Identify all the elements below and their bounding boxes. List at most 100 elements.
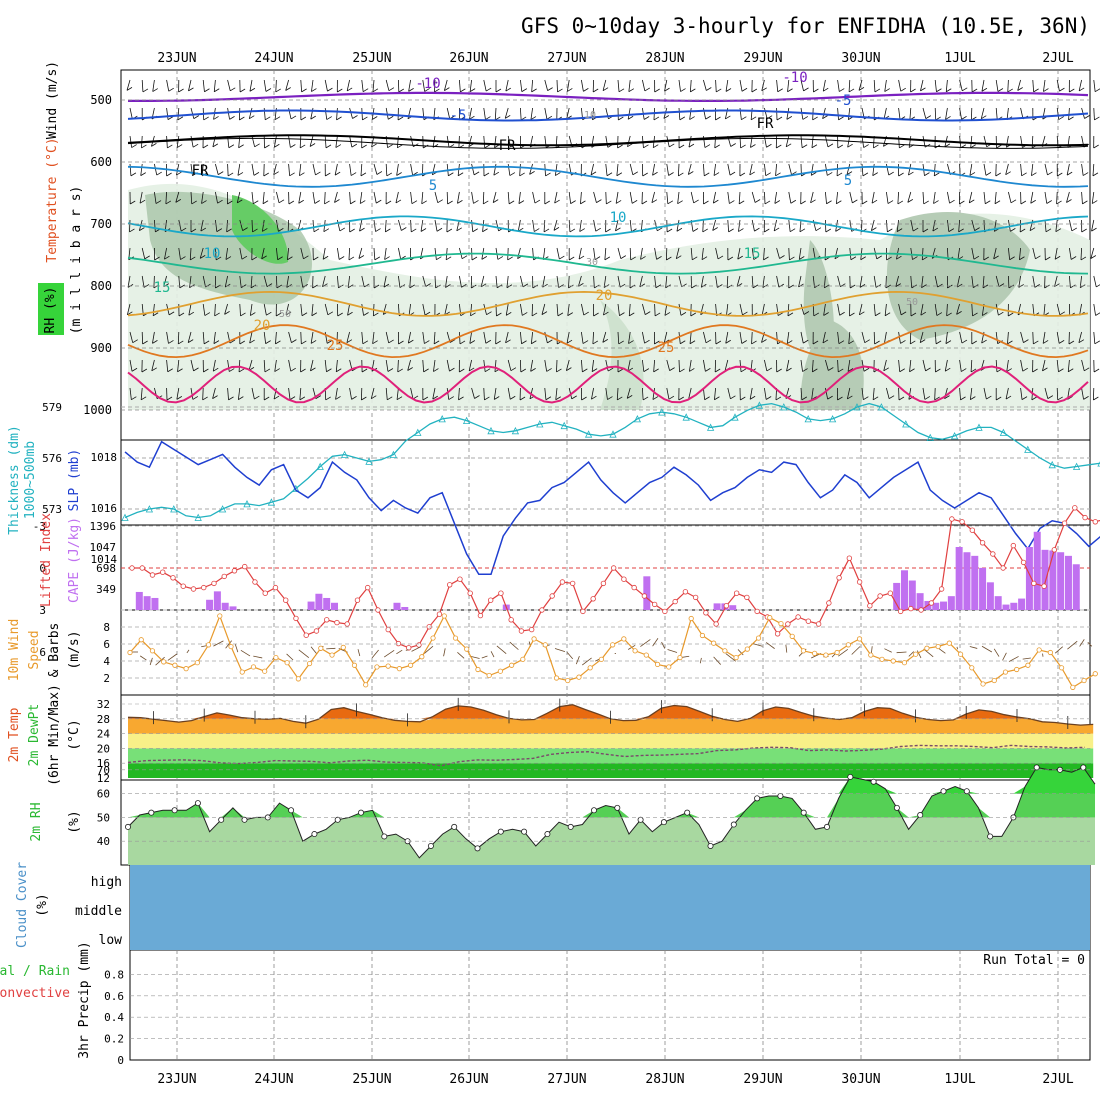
wind-barb: [361, 164, 362, 176]
rh-marker: [358, 810, 363, 815]
wind-barb-flag: [484, 173, 489, 176]
wind-barb: [655, 220, 658, 231]
wind-barb-flag: [157, 172, 162, 175]
lifted-index-marker: [775, 632, 780, 637]
wind-barb-flag: [299, 173, 304, 176]
cloud-level-label: middle: [75, 904, 122, 919]
temp-band: [128, 763, 1093, 778]
wind-barb: [934, 192, 936, 204]
wind-speed-marker: [768, 615, 772, 619]
lifted-index-marker: [786, 622, 791, 627]
lifted-index-marker: [150, 573, 155, 578]
wind-barb: [325, 136, 326, 148]
wind-barb-flag: [289, 201, 294, 204]
wind-barb: [398, 220, 401, 230]
wind-barb: [374, 220, 376, 232]
cape-bar: [151, 598, 158, 610]
wind-barb-flag: [934, 173, 939, 176]
wind-barb: [520, 108, 521, 120]
wind-barb-flag: [388, 116, 393, 119]
date-label-bottom: 29JUN: [743, 1072, 782, 1087]
wind-barb: [276, 192, 279, 203]
wind-speed-marker: [869, 653, 873, 657]
wind-speed-marker: [554, 676, 558, 680]
wind-speed-marker: [566, 678, 570, 682]
lifted-index-marker: [898, 609, 903, 614]
lifted-index-marker: [376, 608, 381, 613]
wind-barb: [703, 164, 704, 176]
wind-barb: [984, 164, 986, 175]
wind-barb-flag: [203, 145, 208, 148]
wind-barb: [569, 192, 570, 204]
wind-barb: [555, 648, 565, 651]
wind-barb: [984, 192, 985, 204]
wind-barb-flag: [827, 172, 832, 175]
wind-barb-flag: [653, 145, 658, 148]
wind-barb-flag: [899, 173, 904, 176]
wind-barb: [253, 656, 262, 658]
temp-tick-label: 32: [97, 698, 110, 711]
lifted-index-marker: [980, 541, 985, 546]
cape-bar: [893, 583, 900, 610]
wind-barb: [287, 654, 293, 660]
wind-barb: [823, 80, 825, 91]
wind-barb-flag: [606, 201, 611, 204]
wind-barb-flag: [362, 145, 367, 148]
wind-barb-flag: [765, 201, 770, 204]
wind-barbs-label: & Barbs: [47, 623, 62, 678]
wind-barb: [1080, 639, 1085, 646]
wind-barb: [1033, 80, 1034, 92]
wind-barb-flag: [1085, 115, 1090, 118]
wind-barb-flag: [764, 229, 769, 232]
wind-speed-marker: [184, 666, 188, 670]
wind-barb: [484, 108, 486, 120]
wind-barb-flag: [339, 256, 344, 259]
wind-barb: [640, 639, 650, 646]
wind-barb: [1094, 80, 1095, 92]
wind-barb-flag: [1095, 89, 1100, 92]
wind-barb: [1092, 192, 1094, 204]
pressure-tick-label: 800: [90, 279, 112, 293]
rh-marker: [428, 843, 433, 848]
wind-speed-marker: [655, 662, 659, 666]
cape-bar: [909, 581, 916, 610]
wind-speed-marker: [846, 643, 850, 647]
wind-barb-flag: [485, 117, 490, 120]
wind-barb: [1033, 332, 1034, 344]
wind-barb-flag: [302, 89, 307, 92]
wind-barb-flag: [998, 88, 1003, 91]
isotherm-label: 5: [429, 178, 437, 194]
wind-barb: [678, 164, 679, 176]
rh-marker: [219, 817, 224, 822]
wind-barb-flag: [742, 88, 747, 91]
rh-marker: [149, 810, 154, 815]
cape-bar: [230, 606, 237, 610]
wind-speed-marker: [891, 659, 895, 663]
wind-barb: [313, 220, 314, 232]
wind-barb-flag: [729, 201, 734, 204]
wind-barb: [495, 108, 496, 120]
lifted-index-marker: [1021, 560, 1026, 565]
isotherm-label: 25: [327, 338, 344, 354]
lifted-index-marker: [857, 580, 862, 585]
wind-barb: [556, 360, 557, 372]
wind-barb-flag: [360, 201, 365, 204]
lifted-index-marker: [806, 619, 811, 624]
wind-barb: [594, 192, 597, 203]
wind-barb-flag: [178, 117, 183, 120]
lifted-index-marker: [458, 577, 463, 582]
wind-barb-flag: [1069, 117, 1074, 120]
date-label-top: 25JUN: [352, 51, 391, 66]
wind-barb-flag: [263, 201, 268, 204]
wind-barb-flag: [167, 173, 172, 176]
wind-barb-flag: [862, 201, 867, 204]
wind-10m-label: 10m Wind: [7, 619, 22, 682]
lifted-index-marker: [663, 609, 668, 614]
wind-barb: [228, 80, 231, 91]
wind-barb: [789, 192, 791, 203]
wind-barb: [167, 136, 168, 148]
wind-barb: [557, 248, 559, 259]
wind-barb-flag: [275, 117, 280, 120]
